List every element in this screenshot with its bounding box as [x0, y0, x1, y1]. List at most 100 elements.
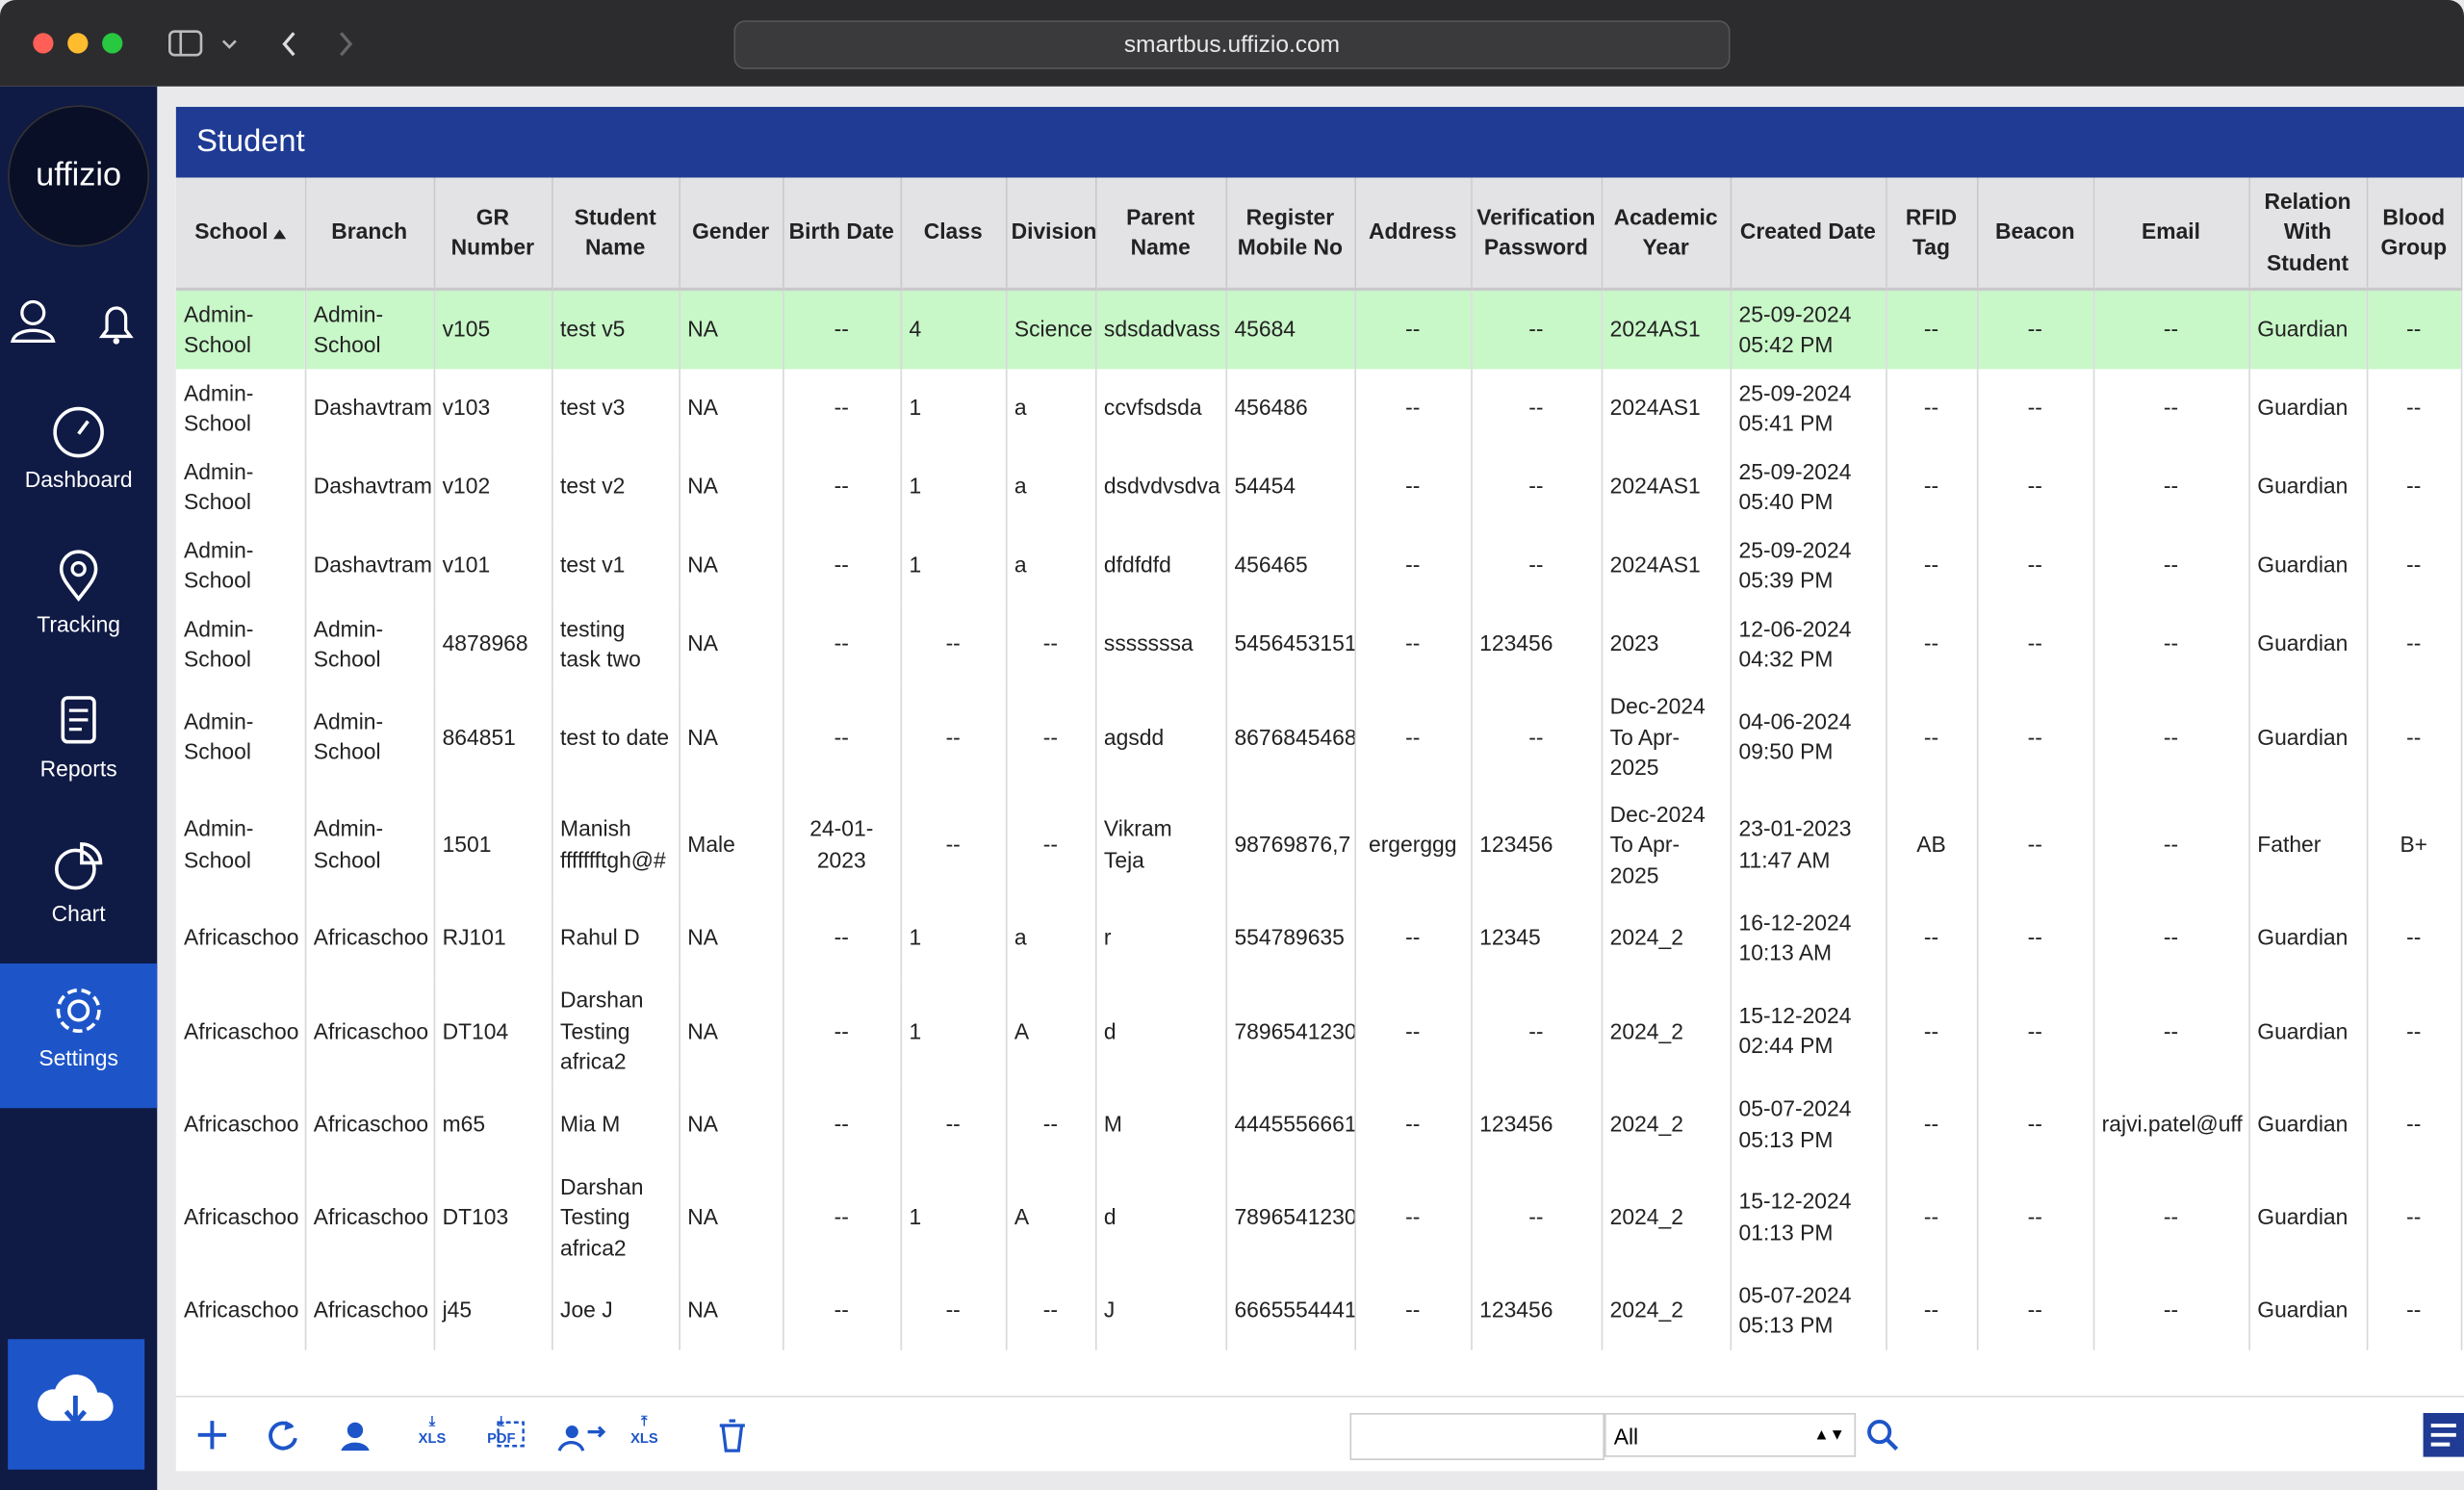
column-header[interactable]: Created Date: [1731, 178, 1886, 290]
column-header[interactable]: Branch: [305, 178, 434, 290]
table-cell: 25-09-2024 05:41 PM: [1731, 370, 1886, 449]
table-row[interactable]: AfricaschooAfricaschooDT103Darshan Testi…: [176, 1164, 2461, 1272]
table-cell: 05-07-2024 05:13 PM: [1731, 1086, 1886, 1165]
table-cell: 24-01-2023: [783, 791, 900, 899]
table-cell: test to date: [552, 683, 679, 791]
column-header[interactable]: Relation With Student: [2248, 178, 2366, 290]
header-text: Beacon: [1995, 218, 2075, 244]
table-cell: AB: [1886, 791, 1977, 899]
maximize[interactable]: [102, 33, 122, 53]
table-cell: --: [1886, 1164, 1977, 1272]
table-cell: a: [1006, 370, 1095, 449]
icon-label: PDF: [487, 1430, 515, 1446]
nav-item[interactable]: Tracking: [0, 529, 157, 674]
table-cell: 8676845468: [1225, 683, 1354, 791]
search-button[interactable]: [1865, 1418, 1900, 1452]
column-header[interactable]: Academic Year: [1602, 178, 1731, 290]
table-cell: testing task two: [552, 605, 679, 684]
table-cell: Africaschoo: [176, 899, 305, 978]
nav-label: Dashboard: [25, 467, 133, 492]
nav-item[interactable]: Chart: [0, 819, 157, 963]
icon-label: XLS: [419, 1430, 447, 1446]
table-cell: Admin-School: [176, 527, 305, 605]
table-cell: 2024_2: [1602, 1086, 1731, 1165]
table-cell: 123456: [1471, 1272, 1602, 1350]
table-row[interactable]: AfricaschooAfricaschooRJ101Rahul DNA--1a…: [176, 899, 2461, 978]
minimize[interactable]: [67, 33, 88, 53]
table-cell: Guardian: [2248, 1272, 2366, 1350]
table-cell: --: [1886, 289, 1977, 369]
table-row[interactable]: Admin-SchoolAdmin-School1501Manish fffff…: [176, 791, 2461, 899]
table-cell: --: [1006, 605, 1095, 684]
column-header[interactable]: Division: [1006, 178, 1095, 290]
logo[interactable]: uffizio: [8, 105, 149, 246]
column-header[interactable]: Class: [901, 178, 1006, 290]
nav-item[interactable]: Settings: [0, 963, 157, 1108]
table-row[interactable]: Admin-SchoolAdmin-School4878968testing t…: [176, 605, 2461, 684]
table-cell: --: [1471, 978, 1602, 1086]
filter-select[interactable]: All▲▼: [1604, 1413, 1856, 1457]
table-cell: --: [1354, 527, 1471, 605]
table-row[interactable]: Admin-SchoolDashavtramv101test v1NA--1ad…: [176, 527, 2461, 605]
import-xls[interactable]: ⤒XLS: [621, 1413, 668, 1446]
column-header[interactable]: Register Mobile No: [1225, 178, 1354, 290]
column-header[interactable]: Blood Group: [2367, 178, 2461, 290]
table-cell: 1: [901, 1164, 1006, 1272]
table-cell: --: [1886, 370, 1977, 449]
table-cell: Guardian: [2248, 978, 2366, 1086]
column-header[interactable]: GR Number: [434, 178, 552, 290]
column-header[interactable]: Email: [2093, 178, 2249, 290]
nav-item[interactable]: Reports: [0, 675, 157, 819]
column-header[interactable]: Student Name: [552, 178, 679, 290]
menu-button[interactable]: [2424, 1413, 2464, 1457]
table-cell: Guardian: [2248, 370, 2366, 449]
table-cell: --: [1354, 605, 1471, 684]
table-row[interactable]: Admin-SchoolDashavtramv102test v2NA--1ad…: [176, 448, 2461, 527]
nav-label: Settings: [38, 1045, 118, 1070]
download[interactable]: [8, 1339, 144, 1470]
table-cell: Dashavtram: [305, 370, 434, 449]
table-cell: A: [1006, 978, 1095, 1086]
table-cell: --: [2367, 978, 2461, 1086]
table-cell: a: [1006, 899, 1095, 978]
table-row[interactable]: Admin-SchoolDashavtramv103test v3NA--1ac…: [176, 370, 2461, 449]
table-cell: Guardian: [2248, 527, 2366, 605]
table-cell: Darshan Testing africa2: [552, 1164, 679, 1272]
table-cell: --: [1977, 978, 2093, 1086]
table-cell: Manish ffffffftgh@#: [552, 791, 679, 899]
table-row[interactable]: AfricaschooAfricaschooDT104Darshan Testi…: [176, 978, 2461, 1086]
export-pdf[interactable]: ⤓PDF: [477, 1413, 525, 1446]
url-bar[interactable]: smartbus.uffizio.com: [733, 20, 1730, 69]
user-icons[interactable]: [8, 294, 149, 350]
table-row[interactable]: Admin-SchoolAdmin-Schoolv105test v5NA--4…: [176, 289, 2461, 369]
table-cell: --: [2367, 1086, 2461, 1165]
close[interactable]: [33, 33, 53, 53]
column-header[interactable]: Birth Date: [783, 178, 900, 290]
table-cell: --: [1006, 1086, 1095, 1165]
column-header[interactable]: Gender: [679, 178, 783, 290]
column-header[interactable]: Address: [1354, 178, 1471, 290]
table-cell: DT103: [434, 1164, 552, 1272]
column-header[interactable]: Beacon: [1977, 178, 2093, 290]
export-xls[interactable]: ⤓XLS: [408, 1413, 455, 1446]
table-row[interactable]: AfricaschooAfricaschoom65Mia MNA------M4…: [176, 1086, 2461, 1165]
column-header[interactable]: Parent Name: [1095, 178, 1226, 290]
browser-nav[interactable]: [165, 28, 479, 60]
table-cell: a: [1006, 527, 1095, 605]
column-header[interactable]: RFID Tag: [1886, 178, 1977, 290]
table-row[interactable]: AfricaschooAfricaschooj45Joe JNA------J6…: [176, 1272, 2461, 1350]
column-header[interactable]: School: [176, 178, 305, 290]
table-cell: NA: [679, 370, 783, 449]
column-header[interactable]: Verification Password: [1471, 178, 1602, 290]
table-cell: Admin-School: [176, 370, 305, 449]
table-cell: --: [901, 1272, 1006, 1350]
table-cell: --: [1471, 683, 1602, 791]
table-row[interactable]: Admin-SchoolAdmin-School864851test to da…: [176, 683, 2461, 791]
table-cell: Dec-2024 To Apr-2025: [1602, 683, 1731, 791]
table-cell: v103: [434, 370, 552, 449]
nav-item[interactable]: Dashboard: [0, 385, 157, 529]
table-cell: Admin-School: [305, 791, 434, 899]
table-cell: Vikram Teja: [1095, 791, 1226, 899]
search-input[interactable]: [1349, 1413, 1604, 1460]
icon-label: XLS: [630, 1430, 658, 1446]
